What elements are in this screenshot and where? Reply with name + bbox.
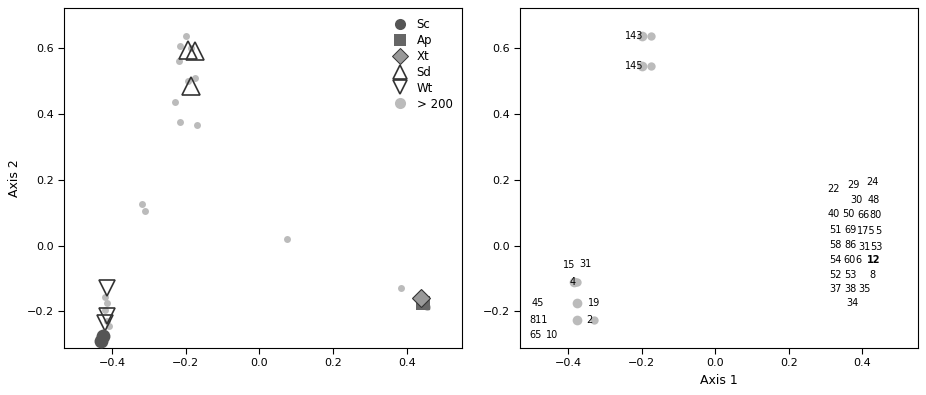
Text: 53: 53 xyxy=(870,242,882,252)
Text: 12: 12 xyxy=(867,255,881,265)
Text: 40: 40 xyxy=(828,209,840,218)
Text: 2: 2 xyxy=(586,315,593,325)
Text: 80: 80 xyxy=(870,210,882,220)
Text: 145: 145 xyxy=(625,61,644,71)
Y-axis label: Axis 2: Axis 2 xyxy=(8,159,21,197)
Text: 45: 45 xyxy=(532,298,544,308)
Text: 51: 51 xyxy=(830,225,842,235)
Text: 15: 15 xyxy=(563,260,575,270)
Text: 58: 58 xyxy=(830,240,842,250)
Text: 175: 175 xyxy=(857,226,876,236)
Text: 8: 8 xyxy=(870,269,875,280)
Text: 34: 34 xyxy=(846,298,858,308)
Legend: Sc, Ap, Xt, Sd, Wt, > 200: Sc, Ap, Xt, Sd, Wt, > 200 xyxy=(384,14,456,114)
Text: 31: 31 xyxy=(579,259,592,269)
Text: 10: 10 xyxy=(546,329,558,340)
Text: 811: 811 xyxy=(530,315,548,325)
X-axis label: Axis 1: Axis 1 xyxy=(700,374,738,387)
Text: 31: 31 xyxy=(858,242,870,252)
Text: 52: 52 xyxy=(830,269,842,280)
Text: 54: 54 xyxy=(830,255,842,265)
Text: 48: 48 xyxy=(868,195,881,205)
Text: 24: 24 xyxy=(866,177,879,187)
Text: 4: 4 xyxy=(569,277,576,287)
Text: 143: 143 xyxy=(625,31,644,41)
Text: 6: 6 xyxy=(856,255,862,265)
Text: 66: 66 xyxy=(857,210,870,220)
Text: 19: 19 xyxy=(588,298,601,308)
Text: 69: 69 xyxy=(845,225,857,235)
Text: 35: 35 xyxy=(858,284,870,294)
Text: 60: 60 xyxy=(844,255,856,265)
Text: 29: 29 xyxy=(847,180,860,190)
Text: 30: 30 xyxy=(851,195,863,205)
Text: 53: 53 xyxy=(845,269,857,280)
Text: 50: 50 xyxy=(843,209,855,218)
Text: 37: 37 xyxy=(830,284,842,294)
Text: 65: 65 xyxy=(530,329,542,340)
Text: 22: 22 xyxy=(828,184,840,194)
Text: 38: 38 xyxy=(845,284,857,294)
Text: 86: 86 xyxy=(845,240,857,250)
Text: 5: 5 xyxy=(875,226,882,236)
